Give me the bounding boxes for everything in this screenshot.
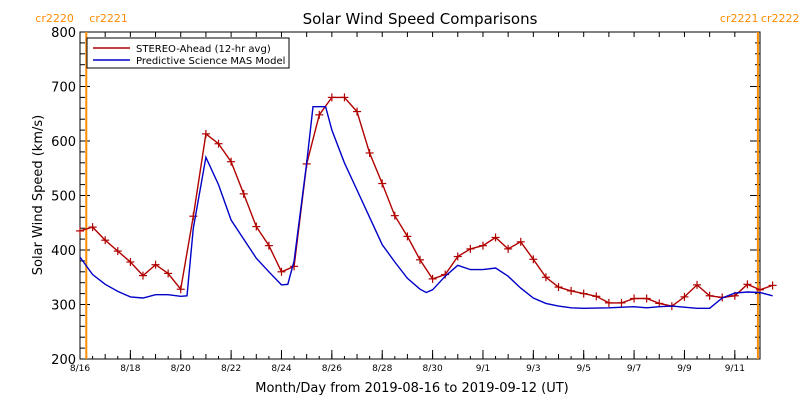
series-point [277,267,286,276]
x-tick-label: 8/30 [422,364,442,374]
y-tick-label: 200 [51,353,76,368]
series-point [126,257,135,266]
series-point [214,139,223,148]
x-tick-label: 8/20 [171,364,191,374]
carrington-label-right: cr2222 [761,12,800,25]
y-tick-label: 800 [51,26,76,41]
series-point [151,260,160,269]
series-point [327,93,336,102]
y-axis-label: Solar Wind Speed (km/s) [31,115,46,275]
series-point [541,273,550,282]
series-point [567,286,576,295]
x-tick-label: 9/7 [627,364,641,374]
series-point [705,291,714,300]
y-tick-label: 700 [51,81,76,96]
series-point [478,241,487,250]
legend-entry: Predictive Science MAS Model [136,56,285,67]
series-point [630,294,639,303]
y-tick-label: 600 [51,135,76,150]
x-tick-label: 8/16 [70,364,90,374]
series-point [101,236,110,245]
x-tick-label: 8/26 [322,364,342,374]
plot-area: 200 300 400 500 600 700 800 8/16 8/18 8/20 8/22 8/2… [35,12,799,374]
series-point [239,189,248,198]
series-point [428,274,437,283]
chart-title: Solar Wind Speed Comparisons [303,10,538,28]
x-tick-label: 9/3 [526,364,540,374]
x-tick-label: 8/22 [221,364,241,374]
series-point [201,129,210,138]
y-tick-label: 300 [51,299,76,314]
series-point [693,280,702,289]
series-point [315,110,324,119]
series-point [113,247,122,256]
series-point [340,93,349,102]
x-tick-label: 8/24 [271,364,291,374]
series-point [554,283,563,292]
series-point [403,232,412,241]
series-point [164,269,173,278]
series-point [390,211,399,220]
series-line-1 [79,105,773,310]
x-tick-label: 8/28 [372,364,392,374]
series-point [466,244,475,253]
series-point [743,280,752,289]
y-tick-label: 400 [51,244,76,259]
series-point [504,244,513,253]
series-point [252,222,261,231]
series-point [516,237,525,246]
x-tick-label: 9/9 [677,364,692,374]
x-tick-label: 8/18 [120,364,140,374]
legend-box [86,37,290,69]
series-point [768,281,777,290]
series-point [227,157,236,166]
series-line-0 [79,96,773,307]
x-tick-label: 9/5 [576,364,590,374]
series-point [642,294,651,303]
series-point [138,271,147,280]
series-point [264,241,273,250]
series-point [491,233,500,242]
series-point [378,179,387,188]
legend-entry: STEREO-Ahead (12-hr avg) [136,44,271,55]
x-tick-label: 9/1 [476,364,490,374]
series-point [680,292,689,301]
series-point [453,252,462,261]
legend: STEREO-Ahead (12-hr avg)Predictive Scien… [86,37,290,69]
carrington-label-right: cr2221 [89,12,128,25]
y-tick-label: 500 [51,190,76,205]
plot-frame [79,31,761,360]
series-point [592,292,601,301]
series-point [604,298,613,307]
series-point [617,298,626,307]
carrington-label-left: cr2221 [720,12,759,25]
series-point [416,255,424,264]
series-point [353,107,362,116]
series-point [365,148,374,157]
series-point [176,285,185,294]
x-tick-label: 9/11 [725,364,745,374]
series-point [76,226,84,235]
x-axis-label: Month/Day from 2019-08-16 to 2019-09-12 … [255,381,568,396]
series-point [88,223,97,232]
series-point [529,255,538,264]
carrington-label-left: cr2220 [35,12,74,25]
series-point [579,289,588,298]
